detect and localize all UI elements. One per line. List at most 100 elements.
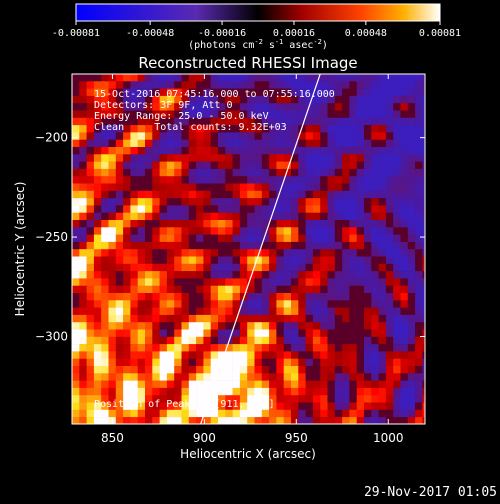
- heatmap-cell: [196, 271, 204, 279]
- heatmap-cell: [101, 168, 109, 177]
- heatmap-cell: [371, 380, 379, 389]
- heatmap-cell: [385, 95, 394, 104]
- heatmap-cell: [422, 234, 425, 243]
- heatmap-cell: [145, 234, 153, 243]
- heatmap-cell: [393, 380, 401, 389]
- heatmap-cell: [210, 256, 219, 265]
- heatmap-cell: [327, 307, 336, 316]
- heatmap-cell: [130, 117, 138, 126]
- heatmap-cell: [232, 81, 241, 89]
- heatmap-cell: [101, 81, 109, 89]
- heatmap-cell: [298, 307, 306, 316]
- heatmap-cell: [334, 198, 343, 206]
- heatmap-cell: [393, 110, 401, 119]
- heatmap-cell: [364, 220, 372, 228]
- heatmap-cell: [123, 293, 131, 301]
- x-tick-label: 1000: [373, 431, 404, 445]
- heatmap-cell: [327, 366, 336, 374]
- heatmap-cell: [196, 300, 204, 308]
- heatmap-cell: [400, 125, 409, 133]
- heatmap-cell: [276, 117, 284, 126]
- heatmap-cell: [196, 314, 204, 323]
- heatmap-cell: [86, 322, 95, 330]
- heatmap-cell: [137, 373, 146, 381]
- heatmap-cell: [130, 300, 138, 308]
- heatmap-cell: [393, 417, 401, 424]
- heatmap-cell: [283, 293, 292, 301]
- heatmap-cell: [334, 74, 343, 82]
- heatmap-cell: [261, 271, 270, 279]
- heatmap-cell: [247, 358, 255, 367]
- heatmap-cell: [298, 88, 306, 97]
- heatmap-cell: [218, 380, 226, 389]
- heatmap-cell: [210, 154, 219, 162]
- heatmap-cell: [203, 380, 211, 389]
- heatmap-cell: [108, 358, 117, 367]
- heatmap-cell: [261, 322, 270, 330]
- heatmap-cell: [261, 183, 270, 192]
- heatmap-cell: [378, 402, 387, 411]
- heatmap-cell: [72, 336, 80, 345]
- heatmap-cell: [364, 198, 372, 206]
- heatmap-cell: [269, 285, 277, 294]
- heatmap-cell: [130, 380, 138, 389]
- heatmap-cell: [145, 351, 153, 359]
- heatmap-cell: [393, 81, 401, 89]
- heatmap-cell: [72, 417, 80, 424]
- heatmap-cell: [385, 147, 394, 155]
- heatmap-cell: [327, 110, 336, 119]
- heatmap-cell: [407, 366, 416, 374]
- heatmap-cell: [415, 329, 423, 338]
- heatmap-cell: [400, 336, 409, 345]
- heatmap-cell: [137, 314, 146, 323]
- heatmap-cell: [123, 95, 131, 104]
- heatmap-cell: [356, 373, 365, 381]
- heatmap-cell: [371, 95, 379, 104]
- heatmap-cell: [276, 190, 284, 199]
- heatmap-cell: [305, 117, 314, 126]
- heatmap-cell: [166, 125, 175, 133]
- heatmap-cell: [196, 103, 204, 111]
- heatmap-cell: [364, 409, 372, 418]
- heatmap-cell: [188, 366, 197, 374]
- heatmap-cell: [378, 300, 387, 308]
- heatmap-cell: [298, 336, 306, 345]
- heatmap-cell: [305, 402, 314, 411]
- heatmap-cell: [283, 103, 292, 111]
- heatmap-cell: [232, 380, 241, 389]
- heatmap-cell: [108, 154, 117, 162]
- heatmap-cell: [86, 417, 95, 424]
- heatmap-cell: [137, 380, 146, 389]
- heatmap-cell: [276, 314, 284, 323]
- heatmap-cell: [101, 300, 109, 308]
- heatmap-cell: [393, 198, 401, 206]
- heatmap-cell: [364, 387, 372, 396]
- heatmap-cell: [298, 380, 306, 389]
- heatmap-cell: [79, 300, 87, 308]
- heatmap-cell: [415, 366, 423, 374]
- heatmap-cell: [152, 161, 160, 170]
- heatmap-cell: [145, 161, 153, 170]
- heatmap-cell: [327, 417, 336, 424]
- heatmap-cell: [123, 263, 131, 272]
- heatmap-cell: [203, 125, 211, 133]
- heatmap-cell: [342, 263, 350, 272]
- heatmap-cell: [269, 227, 277, 235]
- heatmap-cell: [130, 168, 138, 177]
- heatmap-cell: [283, 154, 292, 162]
- heatmap-cell: [276, 322, 284, 330]
- heatmap-cell: [137, 395, 146, 403]
- heatmap-cell: [86, 307, 95, 316]
- heatmap-cell: [269, 81, 277, 89]
- heatmap-cell: [269, 95, 277, 104]
- heatmap-cell: [210, 351, 219, 359]
- heatmap-cell: [174, 417, 182, 424]
- heatmap-cell: [79, 132, 87, 140]
- heatmap-cell: [239, 278, 248, 286]
- heatmap-cell: [393, 190, 401, 199]
- heatmap-cell: [101, 366, 109, 374]
- heatmap-cell: [276, 139, 284, 148]
- heatmap-cell: [108, 125, 117, 133]
- heatmap-cell: [378, 241, 387, 250]
- heatmap-cell: [407, 74, 416, 82]
